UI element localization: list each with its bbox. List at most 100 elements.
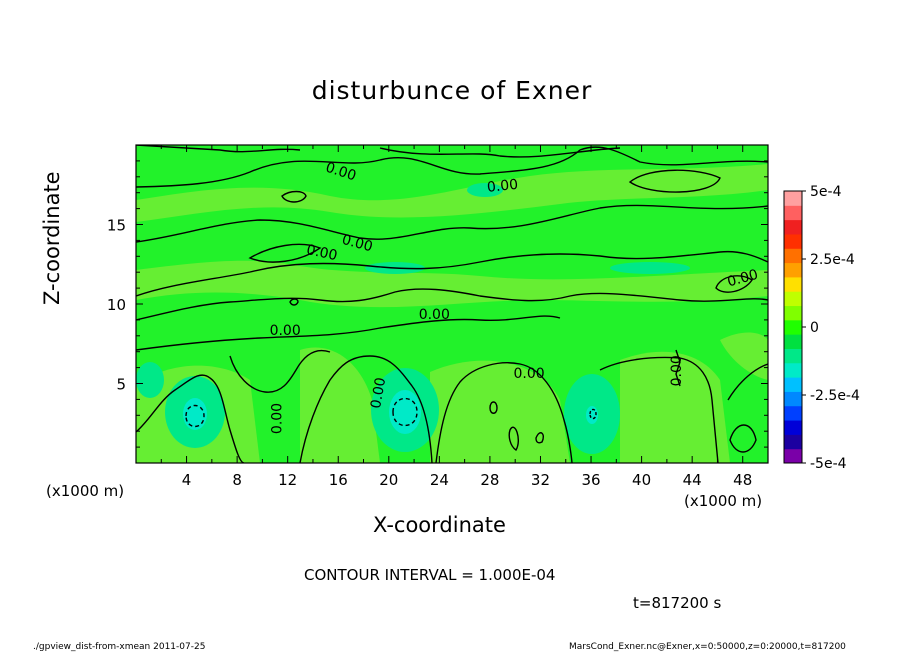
contour-label: 0.00 — [486, 177, 519, 196]
plot-area — [136, 145, 768, 463]
contour-line — [136, 204, 768, 243]
colorbar-swatch — [784, 233, 802, 249]
contour-line — [229, 349, 331, 393]
y-tick-label: 5 — [116, 376, 126, 394]
colorbar-swatch — [784, 305, 802, 321]
y-tick-label: 15 — [107, 217, 126, 235]
x-unit-left: (x1000 m) — [46, 482, 124, 500]
contour-line — [185, 404, 205, 428]
colorbar-swatch — [784, 219, 802, 235]
contour-label: 0.00 — [270, 323, 301, 339]
contour-line — [589, 408, 597, 420]
colorbar-swatch — [784, 205, 802, 221]
contour-label: 0.00 — [270, 403, 286, 434]
x-axis-label: X-coordinate — [373, 513, 506, 537]
contour-line — [508, 426, 519, 451]
x-tick-label: 24 — [430, 471, 449, 489]
contour-line — [535, 432, 545, 444]
contour-line — [715, 275, 753, 293]
negative-anomaly — [389, 390, 421, 434]
negative-anomaly — [183, 398, 207, 430]
footer-script-label: ./gpview_dist-from-xmean 2011-07-25 — [33, 642, 206, 652]
contour-line — [299, 355, 433, 463]
x-tick-label: 32 — [531, 471, 550, 489]
contour-line — [289, 298, 299, 306]
colorbar-tick-label: 5e-4 — [810, 184, 842, 200]
colorbar-swatch — [784, 334, 802, 349]
positive-band — [300, 347, 380, 463]
contour-line — [379, 147, 621, 158]
colorbar-tick-label: -5e-4 — [810, 456, 847, 472]
contour-line — [281, 190, 307, 203]
x-tick-label: 16 — [329, 471, 348, 489]
positive-band — [136, 260, 768, 308]
contour-line — [489, 401, 498, 414]
positive-band — [620, 351, 730, 463]
contour-line — [729, 424, 757, 453]
y-axis: 5 10 15 — [107, 160, 768, 448]
negative-anomaly — [610, 262, 690, 274]
x-tick-label: 20 — [379, 471, 398, 489]
footer-file-label: MarsCond_Exner.nc@Exner,x=0:50000,z=0:20… — [569, 642, 846, 652]
x-tick-label: 48 — [733, 471, 752, 489]
contour-line — [628, 169, 721, 193]
x-tick-label: 44 — [683, 471, 702, 489]
x-tick-label: 40 — [632, 471, 651, 489]
contour-line — [136, 145, 301, 153]
contour-interval-label: CONTOUR INTERVAL = 1.000E-04 — [304, 566, 556, 584]
contour-label: 0.00 — [514, 366, 545, 382]
contour-line — [727, 363, 768, 401]
x-tick-label: 8 — [232, 471, 242, 489]
colorbar-swatch — [784, 348, 802, 364]
colorbar-swatch — [784, 391, 802, 407]
colorbar-swatch — [784, 405, 802, 421]
colorbar-swatch — [784, 434, 802, 450]
x-unit-right: (x1000 m) — [684, 492, 762, 510]
chart-title: disturbunce of Exner — [311, 76, 593, 105]
colorbar-swatch — [784, 377, 802, 392]
x-tick-label: 4 — [182, 471, 192, 489]
contour-line — [599, 356, 719, 463]
positive-band — [720, 332, 768, 380]
contour-line — [136, 315, 561, 351]
contour-label: 0.00 — [305, 242, 339, 264]
colorbar: 5e-4 2.5e-4 0 -2.5e-4 -5e-4 — [783, 184, 860, 472]
colorbar-swatch — [784, 319, 802, 335]
colorbar-swatch — [784, 420, 802, 435]
colorbar-swatch — [784, 448, 802, 464]
contour-line — [675, 349, 681, 387]
positive-band — [430, 360, 570, 463]
colorbar-swatch — [784, 276, 802, 292]
time-label: t=817200 s — [633, 594, 722, 612]
contour-line — [136, 146, 768, 188]
x-axis: 4 8 12 16 20 24 28 32 36 40 44 48 — [160, 145, 752, 489]
colorbar-swatch — [784, 291, 802, 307]
y-axis-label: Z-coordinate — [40, 171, 64, 305]
colorbar-tick-label: 2.5e-4 — [810, 252, 855, 268]
x-tick-label: 36 — [581, 471, 600, 489]
negative-anomaly — [136, 362, 164, 398]
colorbar-swatch — [784, 248, 802, 264]
negative-anomaly — [467, 183, 503, 197]
contour-line — [136, 374, 245, 463]
colorbar-swatch — [784, 262, 802, 278]
colorbar-swatch — [784, 362, 802, 378]
x-tick-label: 12 — [278, 471, 297, 489]
contour-label: 0.00 — [419, 307, 450, 323]
colorbar-tick-label: 0 — [810, 320, 819, 336]
contour-label: 0.00 — [340, 232, 374, 256]
contour-label: 0.00 — [726, 267, 760, 291]
colorbar-swatch — [784, 191, 802, 206]
y-tick-label: 10 — [107, 296, 126, 314]
contour-line — [435, 362, 573, 463]
colorbar-tick-label: -2.5e-4 — [810, 388, 860, 404]
contour-labels: 0.000.000.00 0.000.000.000.000.000.000.00… — [270, 160, 760, 434]
contour-line — [136, 288, 768, 321]
contour-label: 0.00 — [368, 376, 389, 409]
contour-label: 0.00 — [669, 355, 685, 386]
contour-line — [248, 243, 322, 263]
negative-anomaly — [586, 406, 598, 424]
positive-band — [136, 164, 768, 222]
x-tick-label: 28 — [480, 471, 499, 489]
